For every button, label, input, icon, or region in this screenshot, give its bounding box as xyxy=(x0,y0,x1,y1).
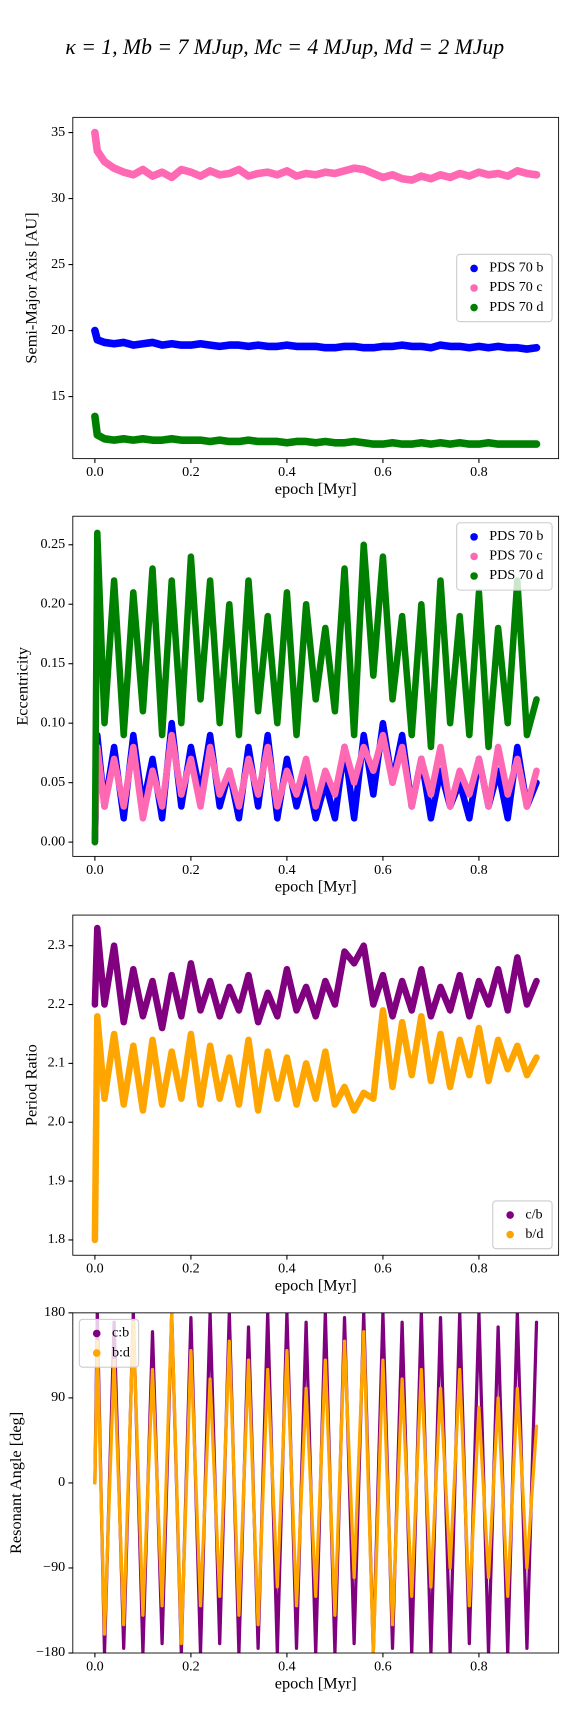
y-tick-label: 2.0 xyxy=(48,1113,66,1129)
x-tick-label: 0.4 xyxy=(278,862,296,878)
y-axis-label: Period Ratio xyxy=(21,1044,40,1126)
x-tick-label: 0.0 xyxy=(86,1658,104,1674)
data-line xyxy=(91,326,541,353)
y-tick-label: 1.9 xyxy=(48,1172,66,1188)
legend-marker xyxy=(470,284,478,292)
legend-marker xyxy=(506,1230,514,1239)
x-axis-label: epoch [Myr] xyxy=(275,479,357,498)
legend-marker xyxy=(470,533,478,541)
y-tick-label: 0.20 xyxy=(41,595,66,611)
y-tick-label: 0.05 xyxy=(41,774,66,790)
x-tick-label: 0.0 xyxy=(86,862,104,878)
legend: PDS 70 b PDS 70 c PDS 70 d xyxy=(456,253,553,323)
legend: c:b b:d xyxy=(78,1318,140,1368)
legend-marker xyxy=(470,552,478,561)
legend-label: b/d xyxy=(525,1226,543,1242)
legend-box xyxy=(456,522,553,591)
legend-label: PDS 70 b xyxy=(489,260,543,276)
legend: PDS 70 b PDS 70 c PDS 70 d xyxy=(456,522,553,591)
legend-label: c:b xyxy=(112,1325,129,1341)
legend-marker xyxy=(92,1349,101,1357)
data-line xyxy=(91,412,541,448)
y-tick-label: 0.25 xyxy=(41,536,66,552)
data-line xyxy=(91,924,540,1032)
x-axis-label: epoch [Myr] xyxy=(275,877,357,896)
y-tick-label: 35 xyxy=(51,124,65,140)
y-tick-label: 2.1 xyxy=(48,1055,66,1071)
axes-frame xyxy=(72,116,560,460)
x-tick-label: 0.6 xyxy=(374,1261,392,1277)
y-tick-label: −90 xyxy=(43,1559,65,1575)
y-tick-label: 180 xyxy=(44,1304,65,1320)
x-tick-label: 0.2 xyxy=(182,464,200,480)
plot-area xyxy=(91,924,540,1244)
x-tick-label: 0.0 xyxy=(86,464,104,480)
x-tick-label: 0.8 xyxy=(470,862,488,878)
x-axis-label: epoch [Myr] xyxy=(275,1275,357,1294)
x-tick-label: 0.2 xyxy=(182,1658,200,1674)
plot-area xyxy=(93,1312,539,1654)
legend-label: c/b xyxy=(525,1206,542,1222)
x-axis-label: epoch [Myr] xyxy=(275,1673,357,1692)
x-tick-label: 0.8 xyxy=(470,1261,488,1277)
y-tick-label: 0.10 xyxy=(41,714,66,730)
x-tick-label: 0.0 xyxy=(86,1261,104,1277)
data-line xyxy=(91,1007,540,1244)
y-axis-label: Resonant Angle [deg] xyxy=(6,1412,25,1554)
legend-marker xyxy=(470,572,478,580)
y-tick-label: 0.00 xyxy=(41,833,66,849)
data-line xyxy=(91,731,540,846)
x-tick-label: 0.6 xyxy=(374,862,392,878)
legend-marker xyxy=(470,303,478,312)
plot-area xyxy=(91,128,541,448)
legend: c/b b/d xyxy=(492,1200,553,1250)
legend-box xyxy=(456,253,553,323)
legend-marker xyxy=(506,1211,514,1219)
legend-label: PDS 70 c xyxy=(489,548,542,564)
y-tick-label: 25 xyxy=(51,256,65,272)
x-tick-label: 0.8 xyxy=(470,464,488,480)
plot-area xyxy=(91,529,540,846)
x-tick-label: 0.4 xyxy=(278,1261,296,1277)
y-tick-label: 1.8 xyxy=(48,1231,66,1247)
data-line xyxy=(93,1312,539,1654)
y-tick-label: 30 xyxy=(51,190,65,206)
x-tick-label: 0.6 xyxy=(374,464,392,480)
legend-label: b:d xyxy=(112,1344,130,1360)
x-tick-label: 0.8 xyxy=(470,1658,488,1674)
y-axis-label: Semi-Major Axis [AU] xyxy=(21,212,40,363)
axes-frame xyxy=(72,914,560,1256)
y-axis-label: Eccentricity xyxy=(13,646,32,726)
x-tick-label: 0.2 xyxy=(182,862,200,878)
y-tick-label: −180 xyxy=(36,1644,65,1660)
y-tick-label: 15 xyxy=(51,388,65,404)
y-tick-label: 0.15 xyxy=(41,655,66,671)
axes-frame xyxy=(72,515,560,857)
legend-marker xyxy=(92,1329,101,1338)
data-line xyxy=(91,529,540,846)
y-tick-label: 20 xyxy=(51,322,65,338)
legend-marker xyxy=(470,264,478,273)
legend-label: PDS 70 c xyxy=(489,279,542,295)
x-tick-label: 0.4 xyxy=(278,464,296,480)
y-tick-label: 2.3 xyxy=(48,937,66,953)
y-tick-label: 0 xyxy=(58,1474,65,1490)
legend-label: PDS 70 b xyxy=(489,528,543,544)
x-tick-label: 0.6 xyxy=(374,1658,392,1674)
y-tick-label: 90 xyxy=(51,1389,65,1405)
legend-label: PDS 70 d xyxy=(489,299,543,315)
y-tick-label: 2.2 xyxy=(48,996,66,1012)
legend-label: PDS 70 d xyxy=(489,567,543,583)
data-line xyxy=(91,128,541,184)
x-tick-label: 0.2 xyxy=(182,1261,200,1277)
x-tick-label: 0.4 xyxy=(278,1658,296,1674)
figure-title: κ = 1, Mb = 7 MJup, Mc = 4 MJup, Md = 2 … xyxy=(65,35,504,59)
